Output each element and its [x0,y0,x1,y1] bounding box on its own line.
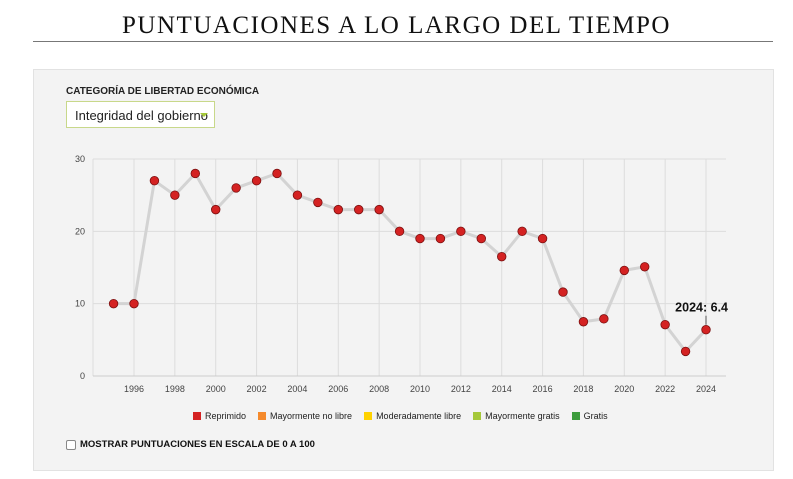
data-point [272,168,282,179]
x-tick-label: 1998 [165,384,185,394]
data-point [537,233,548,244]
category-select-value: Integridad del gobierno [75,108,208,123]
data-point [456,226,466,237]
data-point [415,233,425,244]
x-tick-label: 2016 [533,384,553,394]
x-tick-label: 2010 [410,384,430,394]
x-tick-label: 2024 [696,384,716,394]
data-point [190,168,200,179]
legend-label: Mayormente no libre [270,411,353,421]
scale-checkbox[interactable]: MOSTRAR PUNTUACIONES EN ESCALA DE 0 A 10… [66,439,315,450]
data-point [354,204,364,215]
x-tick-label: 2004 [287,384,307,394]
data-point [680,346,691,357]
x-tick-label: 2006 [328,384,348,394]
data-point [660,319,670,330]
data-point [476,233,486,244]
y-tick-label: 0 [80,371,85,381]
y-tick-label: 10 [75,299,85,309]
data-point [313,197,323,208]
data-point [333,204,343,215]
legend-item: Reprimido [193,411,246,421]
x-tick-label: 2022 [655,384,675,394]
legend-swatch [193,412,201,420]
x-tick-label: 2020 [614,384,634,394]
y-tick-label: 30 [75,154,85,164]
data-point [497,251,507,262]
data-point [701,325,711,335]
legend-item: Mayormente no libre [258,411,352,421]
data-point [251,175,262,186]
legend-swatch [571,412,580,420]
x-tick-label: 1996 [124,384,144,394]
category-select[interactable]: Integridad del gobierno [66,101,215,128]
data-point [558,287,568,297]
data-point [129,298,139,309]
data-point [292,190,303,200]
data-point [149,175,160,186]
legend-swatch [364,412,373,420]
checkbox-icon[interactable] [66,439,76,450]
legend-swatch [473,412,482,420]
y-tick-label: 20 [75,226,85,236]
data-point [517,226,527,237]
data-point [170,190,180,200]
legend-label: Moderadamente libre [376,411,462,421]
data-point [619,265,629,276]
legend-label: Mayormente gratis [485,411,560,421]
legend-swatch [258,412,267,420]
title-divider [33,41,773,42]
legend-label: Reprimido [205,411,247,421]
data-point [640,262,650,272]
data-point [108,298,119,309]
legend-label: Gratis [583,411,608,421]
data-point [578,317,589,327]
chevron-down-icon [200,113,208,117]
data-point [394,226,405,237]
legend-item: Gratis [571,411,608,421]
x-tick-label: 2012 [451,384,471,394]
annotation-label: 2024: 6.4 [675,301,728,315]
data-point [435,233,446,244]
legend-item: Moderadamente libre [364,411,461,421]
x-tick-label: 2008 [369,384,389,394]
series-line [113,170,708,354]
data-point [211,204,221,215]
category-label: CATEGORÍA DE LIBERTAD ECONÓMICA [66,86,260,97]
legend: Reprimido Mayormente no libre Moderadament… [193,411,608,421]
data-point [599,314,609,324]
checkbox-label: MOSTRAR PUNTUACIONES EN ESCALA DE 0 A 10… [80,439,315,450]
x-tick-label: 2014 [492,384,512,394]
x-tick-label: 2018 [573,384,593,394]
chart-panel [33,69,774,471]
legend-item: Mayormente gratis [473,411,560,421]
data-point [374,204,384,215]
x-tick-label: 2002 [247,384,267,394]
data-point [231,183,241,193]
page-title: PUNTUACIONES A LO LARGO DEL TIEMPO [122,12,671,39]
x-tick-label: 2000 [206,384,226,394]
